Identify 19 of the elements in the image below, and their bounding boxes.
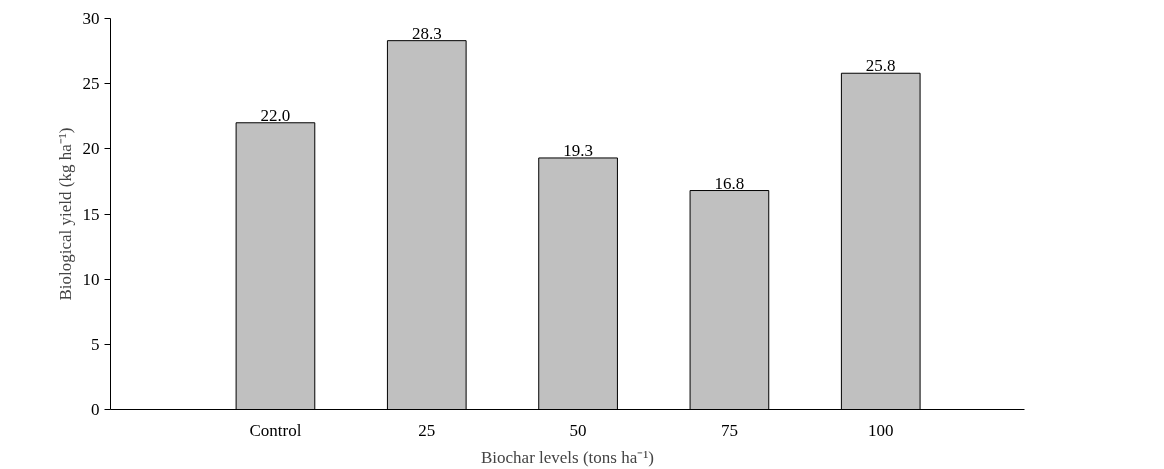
y-tick-label: 30 [82, 9, 100, 28]
y-tick-label: 10 [82, 269, 100, 289]
x-tick-label: 25 [418, 420, 436, 440]
x-axis-title: Biochar levels (tons ha⁻¹) [480, 447, 655, 467]
x-tick-label: 50 [569, 420, 587, 440]
data-label: 22.0 [260, 105, 291, 125]
data-label: 28.3 [411, 23, 442, 43]
y-tick-label: 5 [91, 334, 100, 354]
y-tick-label: 25 [82, 74, 100, 94]
y-axis-title: Biological yield (kg ha⁻¹) [55, 127, 75, 301]
y-tick-label: 20 [82, 139, 100, 159]
x-tick-label: Control [249, 420, 302, 440]
data-label: 16.8 [714, 173, 745, 193]
data-label: 19.3 [563, 140, 593, 160]
x-tick-label: 100 [867, 420, 894, 440]
data-label: 25.8 [865, 56, 896, 76]
y-tick-label: 15 [82, 204, 100, 224]
x-tick-label: 75 [720, 420, 738, 440]
y-tick-label: 0 [91, 400, 100, 419]
